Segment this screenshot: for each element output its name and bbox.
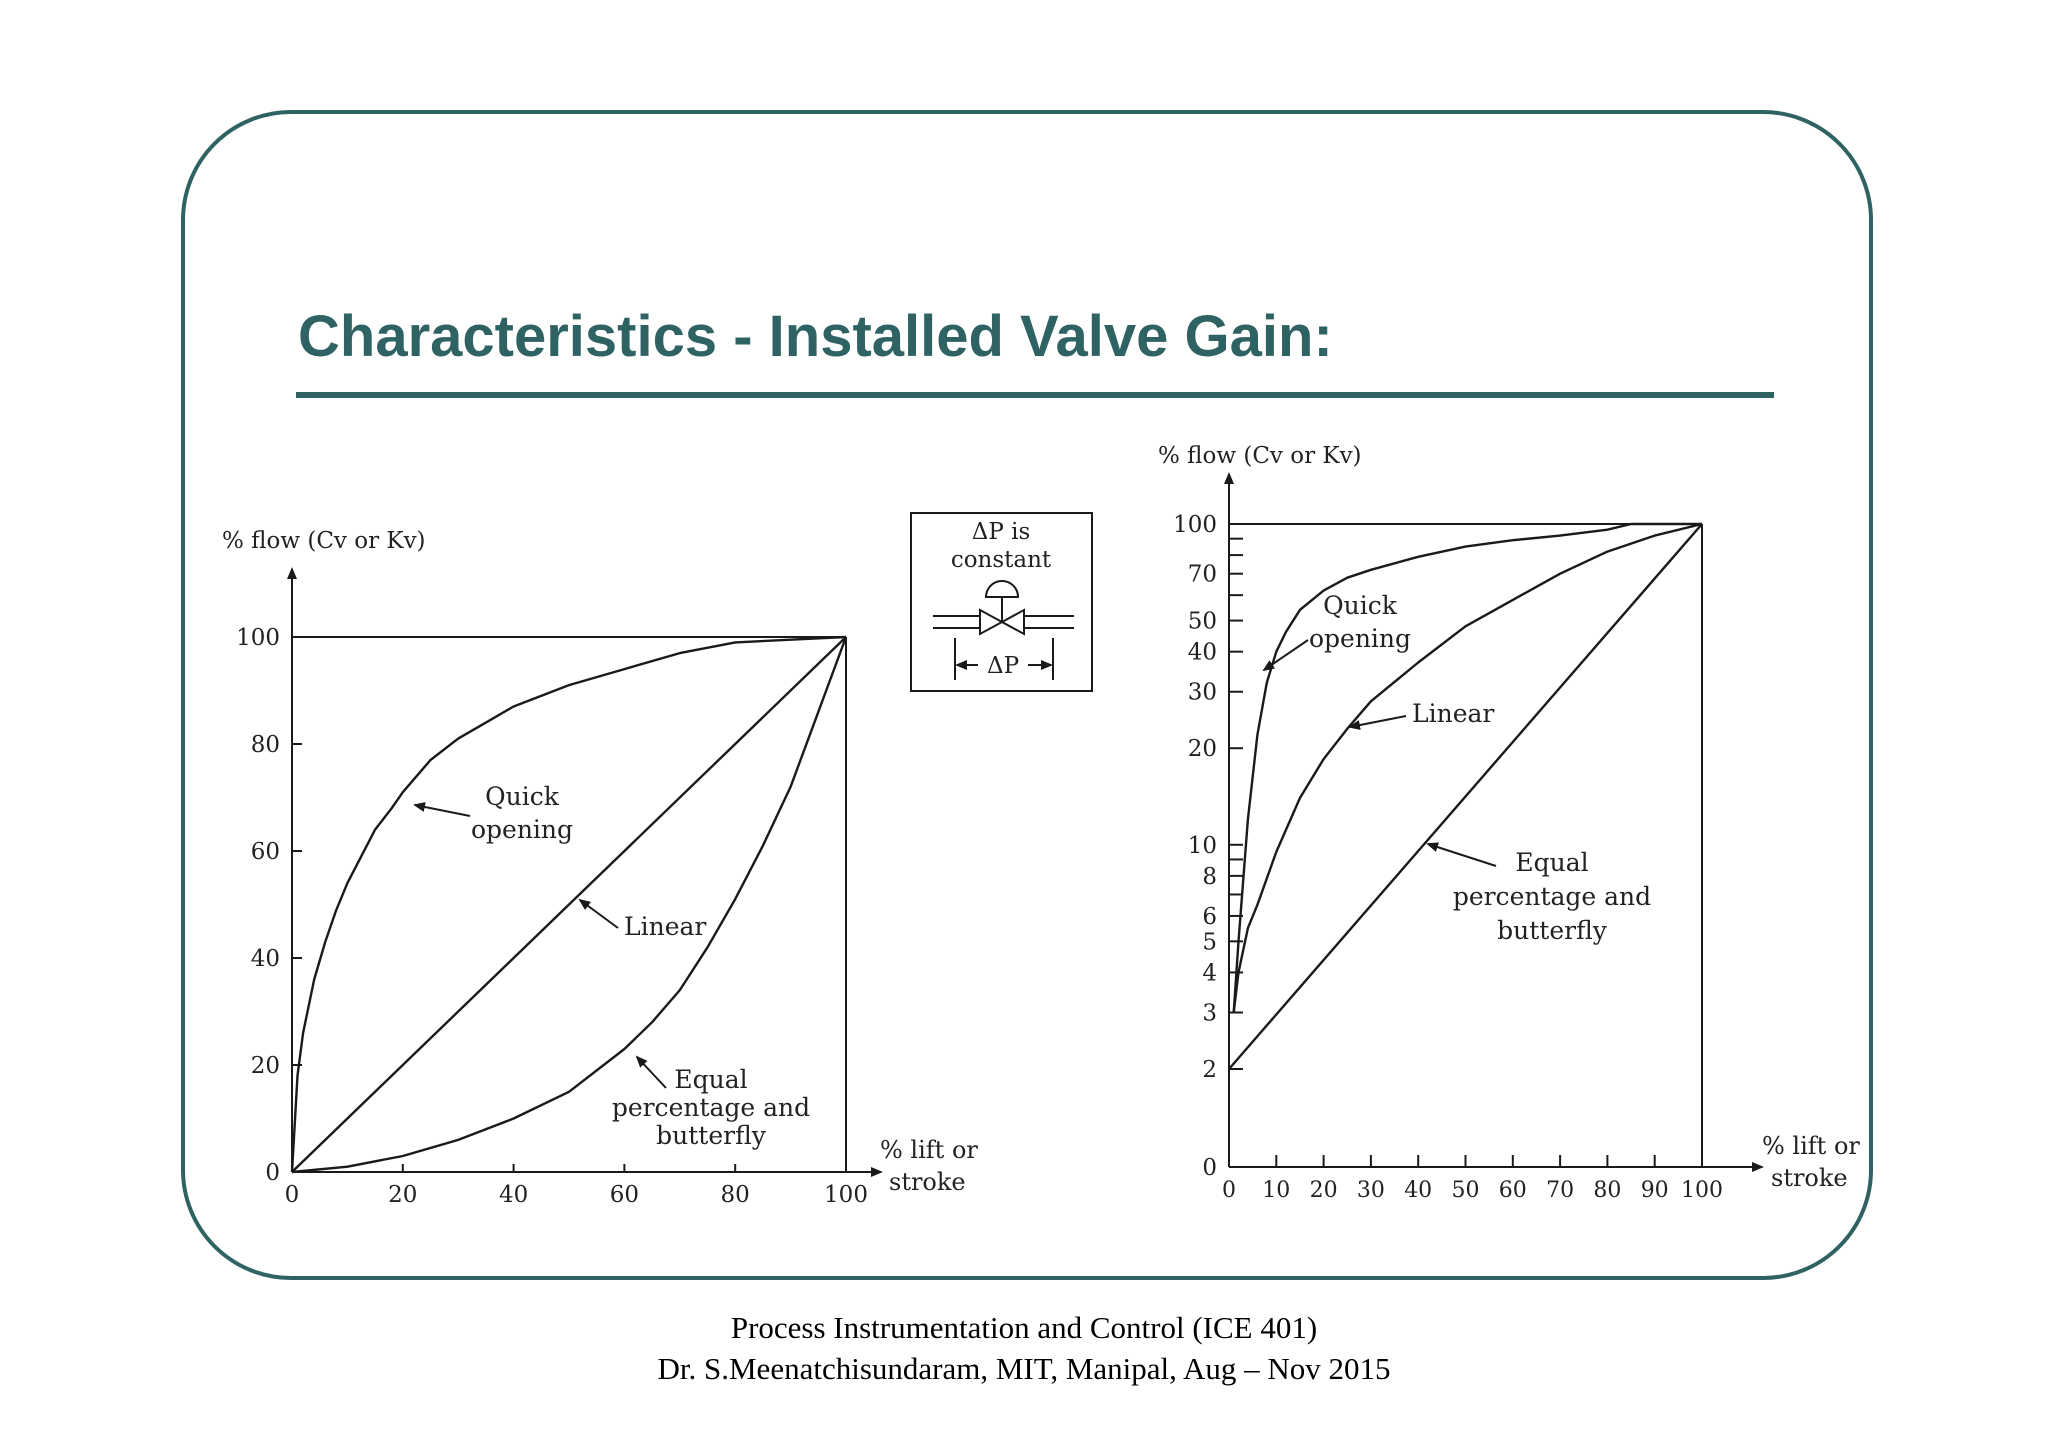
left-axes: [287, 567, 883, 1177]
inset-line1: ΔP is: [972, 519, 1031, 545]
left-linear-arrow: [578, 898, 619, 929]
chart-linear-scale: 0 20 40 60 80 100 0 20 40 60 80 100 % flow (Cv or K…: [222, 528, 978, 1208]
right-x-tick-label: 0: [1222, 1178, 1236, 1203]
right-x-tick-label: 20: [1310, 1178, 1338, 1203]
right-y-tick-label: 0: [1202, 1155, 1217, 1181]
right-y-tick-label: 40: [1188, 640, 1217, 666]
left-x-tick-label: 40: [499, 1182, 528, 1208]
right-series-quick-opening: [1232, 522, 1702, 1013]
left-ticks: 0 20 40 60 80 100 0 20 40 60 80 100: [236, 625, 868, 1208]
right-x-tick-label: 80: [1593, 1178, 1621, 1203]
left-equal-arrow: [635, 1055, 667, 1089]
right-x-tick-label: 90: [1641, 1178, 1669, 1203]
right-y-tick-label: 100: [1173, 512, 1217, 538]
left-ylabel: % flow (Cv or Kv): [222, 528, 426, 554]
left-y-tick-label: 40: [251, 946, 280, 972]
right-y-tick-label: 6: [1202, 904, 1217, 930]
right-x-tick-label: 50: [1452, 1178, 1480, 1203]
right-linear-label: Linear: [1412, 699, 1494, 728]
right-y-tick-label: 50: [1188, 609, 1217, 635]
left-equal-label-3: butterfly: [656, 1121, 767, 1150]
right-axes: [1224, 472, 1764, 1172]
left-y-tick-label: 60: [251, 839, 280, 865]
right-x-tick-label: 70: [1546, 1178, 1574, 1203]
chart-log-scale: 0 10 20 30 40 50 60 70 80 90 100 0 2 3 4 56 8 10 20 30 40 50 7…: [1158, 443, 1860, 1203]
right-quick-arrow: [1262, 639, 1309, 672]
right-xlabel-line2: stroke: [1771, 1164, 1848, 1192]
right-y-tick-label: 3: [1202, 1001, 1217, 1027]
right-x-tick-label: 10: [1262, 1178, 1290, 1203]
constant-dp-inset: ΔP is constant ΔP: [910, 512, 1093, 692]
left-x-tick-label: 60: [610, 1182, 639, 1208]
right-xlabel-line1: % lift or: [1762, 1132, 1860, 1160]
right-linear-arrow: [1348, 715, 1407, 730]
right-y-tick-label: 8: [1202, 864, 1217, 890]
left-x-tick-label: 100: [824, 1182, 868, 1208]
right-equal-label-3: butterfly: [1497, 916, 1608, 945]
right-ticks: 0 10 20 30 40 50 60 70 80 90 100 0 2 3 4 56 8 10 20 30 40 50 7…: [1173, 512, 1723, 1203]
title-underline: [296, 392, 1774, 398]
right-x-tick-label: 100: [1681, 1178, 1723, 1203]
left-series-equal-percentage-and-butterfly: [291, 636, 848, 1174]
right-y-tick-label: 20: [1188, 736, 1217, 762]
left-quick-label-1: Quick: [485, 782, 560, 811]
right-y-tick-label: 5: [1202, 929, 1217, 955]
left-series: [290, 635, 848, 1174]
footer-author: Dr. S.Meenatchisundaram, MIT, Manipal, A…: [657, 1351, 1391, 1386]
left-series-linear: [291, 636, 847, 1173]
left-quick-arrow: [413, 802, 471, 817]
right-quick-label-1: Quick: [1323, 591, 1398, 620]
right-equal-arrow: [1426, 842, 1497, 867]
slide-frame: [181, 110, 1873, 1280]
left-y-tick-label: 20: [251, 1053, 280, 1079]
right-equal-label-1: Equal: [1515, 848, 1588, 877]
left-xlabel-line1: % lift or: [880, 1136, 978, 1164]
left-series-quick-opening: [290, 635, 847, 1173]
right-y-tick-label: 70: [1188, 562, 1217, 588]
right-x-tick-label: 40: [1404, 1178, 1432, 1203]
right-ylabel: % flow (Cv or Kv): [1158, 443, 1362, 469]
right-y-tick-label: 4: [1202, 960, 1217, 986]
right-equal-label-2: percentage and: [1453, 882, 1651, 911]
left-linear-label: Linear: [624, 912, 706, 941]
left-y-tick-label: 100: [236, 625, 280, 651]
left-x-tick-label: 80: [721, 1182, 750, 1208]
right-series: [1228, 522, 1703, 1070]
right-y-tick-label: 10: [1188, 833, 1217, 859]
control-valve-icon: [933, 580, 1074, 680]
inset-dp-label: ΔP: [987, 653, 1019, 679]
left-y-tick-label: 80: [251, 732, 280, 758]
left-quick-label-2: opening: [471, 815, 573, 844]
right-x-tick-label: 30: [1357, 1178, 1385, 1203]
left-equal-label-2: percentage and: [612, 1093, 810, 1122]
right-y-tick-label: 2: [1202, 1057, 1217, 1083]
left-x-tick-label: 20: [388, 1182, 417, 1208]
right-quick-label-2: opening: [1309, 624, 1411, 653]
left-xlabel-line2: stroke: [889, 1168, 966, 1196]
footer-course: Process Instrumentation and Control (ICE…: [730, 1310, 1318, 1345]
left-x-tick-label: 0: [285, 1182, 300, 1208]
left-equal-label-1: Equal: [674, 1065, 747, 1094]
right-series-equal-percentage-and-butterfly: [1228, 523, 1703, 1070]
right-x-tick-label: 60: [1499, 1178, 1527, 1203]
right-series-linear: [1232, 522, 1703, 1013]
left-y-tick-label: 0: [265, 1160, 280, 1186]
inset-line2: constant: [951, 547, 1052, 573]
right-y-tick-label: 30: [1188, 680, 1217, 706]
slide-title: Characteristics - Installed Valve Gain:: [298, 304, 1333, 369]
